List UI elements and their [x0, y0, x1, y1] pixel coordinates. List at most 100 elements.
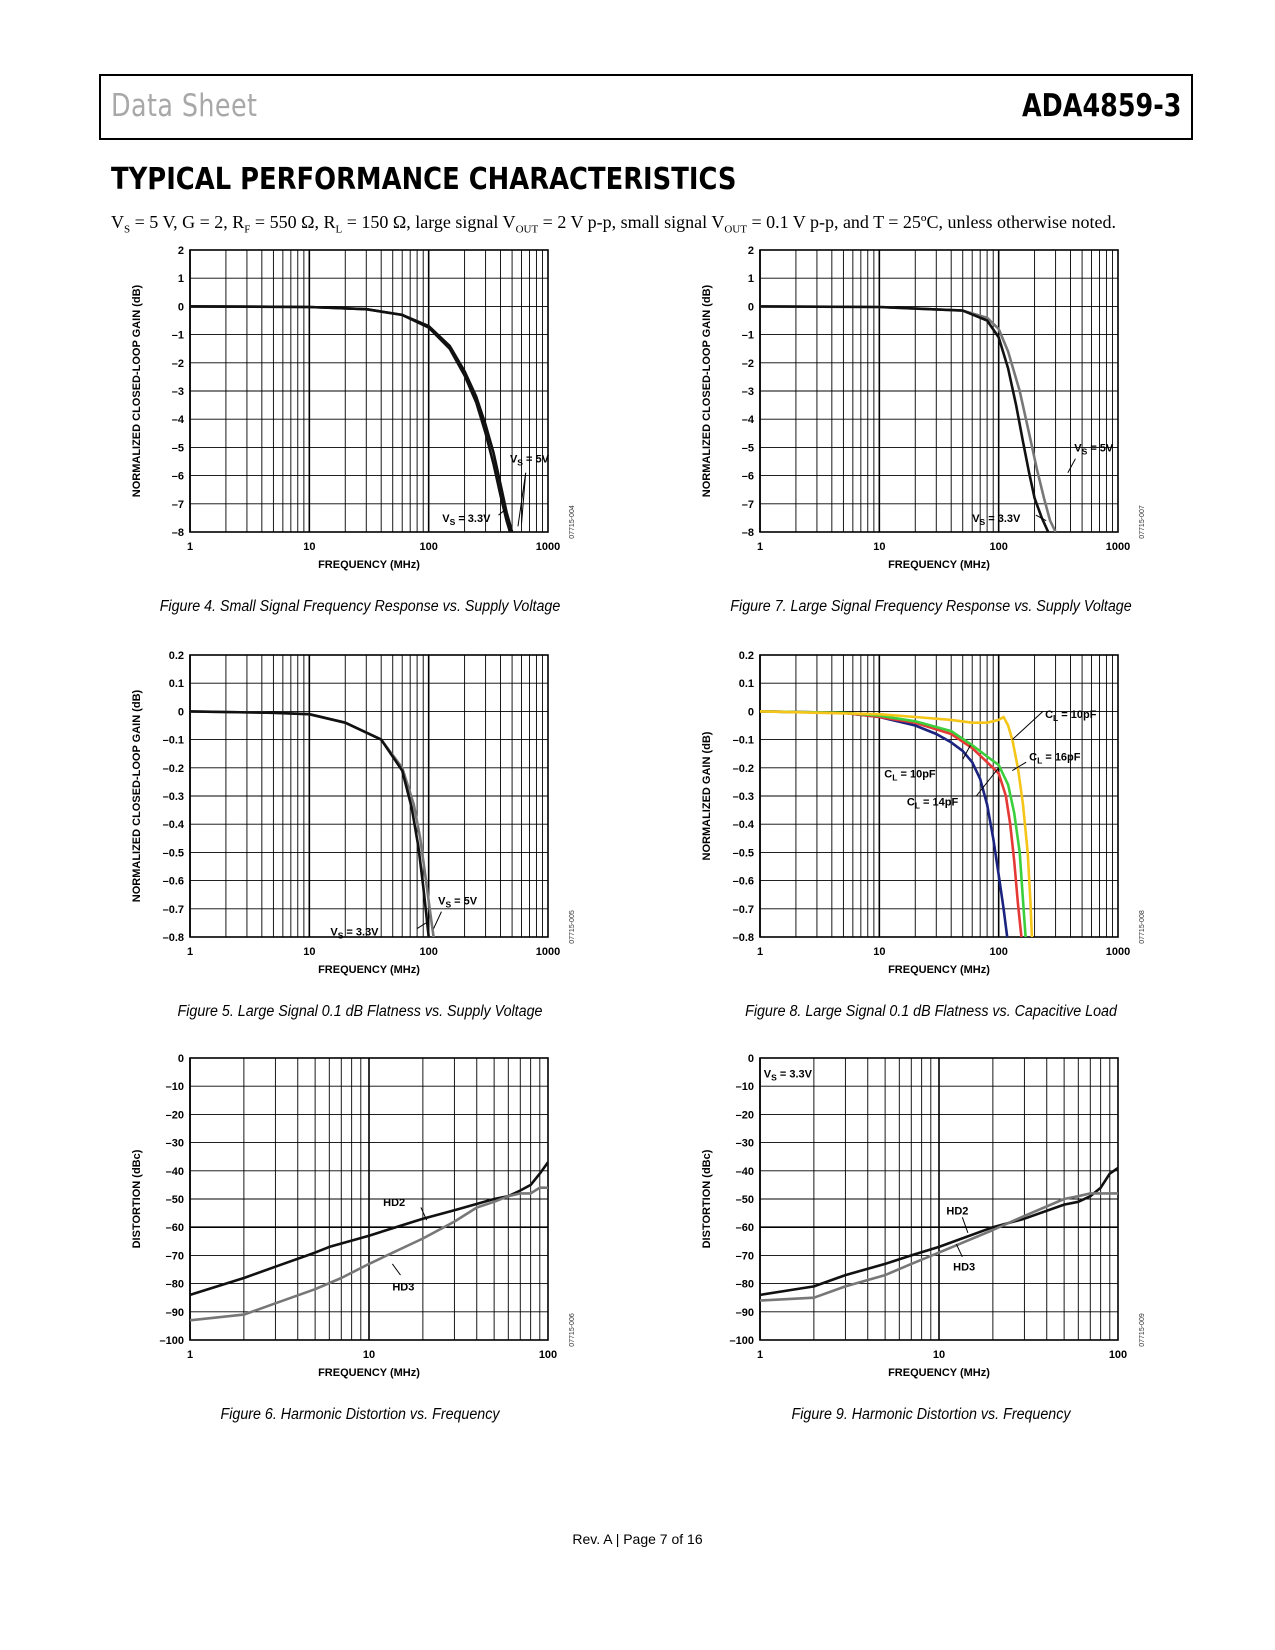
x-tick-label: 100	[419, 541, 437, 553]
x-axis-label: FREQUENCY (MHz)	[888, 559, 990, 571]
annotation-leader	[1011, 711, 1044, 740]
caption-figure-6: Figure 6. Harmonic Distortion vs. Freque…	[220, 1406, 500, 1423]
figure-code: 07715-004	[569, 505, 576, 539]
x-tick-label: 100	[539, 1349, 557, 1361]
figure-code: 07715-005	[569, 910, 576, 944]
doc-type-label: Data Sheet	[111, 88, 258, 124]
annotation-leader	[975, 767, 1000, 797]
y-tick-label: –0.5	[733, 847, 754, 859]
y-tick-label: –2	[742, 358, 754, 370]
x-tick-label: 1000	[1106, 541, 1130, 553]
y-tick-label: –0.2	[163, 763, 184, 775]
y-tick-label: –5	[172, 442, 184, 454]
x-tick-label: 10	[873, 946, 885, 958]
y-tick-label: –0.5	[163, 847, 184, 859]
y-tick-label: –70	[736, 1250, 754, 1262]
x-tick-label: 100	[1109, 1349, 1127, 1361]
plot-frame	[189, 654, 549, 938]
y-tick-label: –3	[742, 386, 754, 398]
figure-code: 07715-006	[569, 1313, 576, 1347]
caption-figure-8: Figure 8. Large Signal 0.1 dB Flatness v…	[745, 1003, 1117, 1020]
annotation-label: VS = 5V	[1074, 442, 1114, 456]
y-tick-label: –0.8	[163, 932, 184, 944]
page-footer: Rev. A | Page 7 of 16	[572, 1531, 703, 1547]
y-tick-label: –0.7	[163, 904, 184, 916]
x-tick-label: 1	[757, 1349, 763, 1361]
x-axis-label: FREQUENCY (MHz)	[888, 1367, 990, 1379]
y-tick-label: 0.2	[739, 650, 754, 662]
x-tick-label: 1	[187, 541, 193, 553]
y-tick-label: –0.1	[733, 735, 754, 747]
y-tick-label: 0	[748, 706, 754, 718]
y-tick-label: 0	[178, 706, 184, 718]
x-tick-label: 1000	[536, 946, 560, 958]
annotation-label: VS = 3.3V	[764, 1069, 813, 1083]
annotation-label: HD3	[392, 1281, 414, 1293]
y-tick-label: –90	[166, 1307, 184, 1319]
y-tick-label: –50	[736, 1194, 754, 1206]
y-tick-label: –0.8	[733, 932, 754, 944]
x-tick-label: 1000	[1106, 946, 1130, 958]
annotation-label: CL = 16pF	[1029, 752, 1081, 766]
y-tick-label: –0.7	[733, 904, 754, 916]
figure-code: 07715-007	[1139, 505, 1146, 539]
x-tick-label: 10	[873, 541, 885, 553]
x-tick-label: 100	[989, 946, 1007, 958]
series-line	[190, 710, 430, 937]
series-line	[190, 1161, 548, 1297]
y-tick-label: –0.4	[733, 819, 755, 831]
annotation-label: VS = 3.3V	[972, 513, 1021, 527]
series-line	[760, 710, 1034, 937]
x-tick-label: 10	[303, 946, 315, 958]
annotation-leader	[955, 1243, 963, 1258]
y-tick-label: –50	[166, 1194, 184, 1206]
annotation-label: VS = 3.3V	[442, 513, 491, 527]
y-tick-label: –20	[736, 1109, 754, 1121]
annotation-label: HD2	[383, 1197, 405, 1209]
y-tick-label: –20	[166, 1109, 184, 1121]
caption-figure-9: Figure 9. Harmonic Distortion vs. Freque…	[791, 1406, 1071, 1423]
plot-frame	[759, 249, 1119, 533]
annotation-leader	[1012, 761, 1027, 772]
x-tick-label: 10	[933, 1349, 945, 1361]
section-title: TYPICAL PERFORMANCE CHARACTERISTICS	[111, 162, 737, 197]
y-tick-label: –6	[172, 471, 184, 483]
x-axis-label: FREQUENCY (MHz)	[318, 964, 420, 976]
annotation-label: VS = 5V	[438, 895, 478, 909]
figure-code: 07715-009	[1139, 1313, 1146, 1347]
chart-figure-5: 0.20.10–0.1–0.2–0.3–0.4–0.5–0.6–0.7–0.81…	[131, 650, 576, 976]
y-tick-label: 0	[748, 1053, 754, 1065]
test-conditions: VS = 5 V, G = 2, RF = 550 Ω, RL = 150 Ω,…	[111, 212, 1116, 236]
caption-figure-5: Figure 5. Large Signal 0.1 dB Flatness v…	[177, 1003, 543, 1020]
x-tick-label: 1	[187, 1349, 193, 1361]
y-tick-label: –100	[160, 1335, 184, 1347]
y-tick-label: 0.1	[739, 678, 754, 690]
annotation-leader	[961, 1217, 969, 1234]
x-tick-label: 10	[363, 1349, 375, 1361]
annotation-label: CL = 10pF	[1045, 709, 1097, 723]
y-tick-label: –100	[730, 1335, 754, 1347]
series-line	[190, 305, 512, 532]
y-tick-label: –60	[736, 1222, 754, 1234]
y-tick-label: –40	[736, 1166, 754, 1178]
x-axis-label: FREQUENCY (MHz)	[888, 964, 990, 976]
y-axis-label: DISTORTION (dBc)	[701, 1149, 713, 1248]
y-tick-label: 0	[178, 1053, 184, 1065]
x-tick-label: 10	[303, 541, 315, 553]
plot-frame	[759, 654, 1119, 938]
annotation-leader	[416, 922, 427, 929]
x-tick-label: 1	[187, 946, 193, 958]
caption-figure-4: Figure 4. Small Signal Frequency Respons…	[159, 598, 561, 615]
y-tick-label: –2	[172, 358, 184, 370]
y-tick-label: –80	[166, 1279, 184, 1291]
page-header: Data Sheet ADA4859-3	[99, 74, 1193, 140]
y-tick-label: –60	[166, 1222, 184, 1234]
y-tick-label: –1	[742, 330, 754, 342]
plot-frame	[189, 249, 549, 533]
y-tick-label: –0.2	[733, 763, 754, 775]
x-tick-label: 1000	[536, 541, 560, 553]
annotation-leader	[1035, 514, 1047, 522]
